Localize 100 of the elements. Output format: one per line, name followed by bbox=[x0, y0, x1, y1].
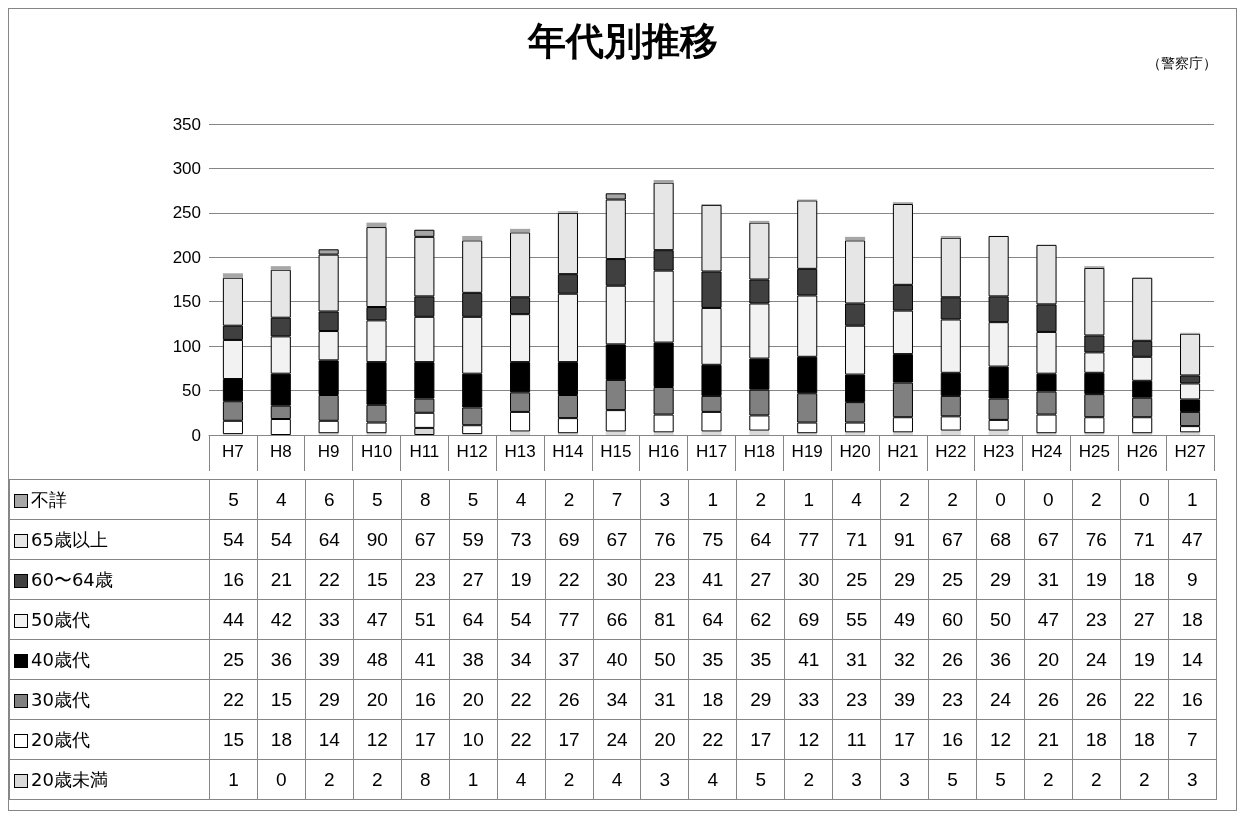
data-label: 55 bbox=[832, 599, 881, 640]
data-label: 48 bbox=[353, 639, 402, 680]
data-label: 17 bbox=[880, 719, 929, 760]
data-label: 15 bbox=[257, 679, 306, 720]
data-label: 50 bbox=[976, 599, 1025, 640]
data-label: 67 bbox=[1024, 519, 1073, 560]
data-label: 73 bbox=[497, 519, 546, 560]
data-label: 27 bbox=[736, 559, 785, 600]
data-label: 47 bbox=[1168, 519, 1217, 560]
data-label: 35 bbox=[736, 639, 785, 680]
data-label: 8 bbox=[401, 479, 450, 520]
data-label: 2 bbox=[545, 479, 593, 520]
data-label: 67 bbox=[928, 519, 977, 560]
data-label: 27 bbox=[449, 559, 498, 600]
data-label: 17 bbox=[401, 719, 450, 760]
data-label: 5 bbox=[736, 759, 785, 800]
data-label: 24 bbox=[976, 679, 1025, 720]
bar bbox=[222, 273, 243, 278]
bar bbox=[749, 430, 770, 435]
y-tick-label: 150 bbox=[172, 292, 201, 312]
x-tick-label: H24 bbox=[1030, 442, 1063, 461]
data-label: 14 bbox=[305, 719, 354, 760]
data-label: 41 bbox=[784, 639, 833, 680]
data-label: 22 bbox=[305, 559, 354, 600]
data-label: 75 bbox=[688, 519, 737, 560]
data-label: 2 bbox=[305, 759, 354, 800]
data-label: 23 bbox=[928, 679, 977, 720]
data-label: 26 bbox=[1072, 679, 1121, 720]
data-label: 31 bbox=[832, 639, 881, 680]
data-label: 36 bbox=[257, 639, 306, 680]
data-label: 29 bbox=[880, 559, 929, 600]
bar bbox=[653, 179, 674, 183]
data-label: 29 bbox=[305, 679, 354, 720]
data-label: 62 bbox=[736, 599, 785, 640]
x-tick-label: H21 bbox=[887, 442, 919, 461]
data-label: 10 bbox=[449, 719, 498, 760]
legend-label: 30歳代 bbox=[9, 679, 210, 720]
bar bbox=[270, 266, 291, 270]
data-label: 18 bbox=[688, 679, 737, 720]
data-label: 77 bbox=[784, 519, 833, 560]
y-tick-label: 350 bbox=[172, 114, 201, 134]
data-label: 7 bbox=[593, 479, 641, 520]
data-label: 21 bbox=[1024, 719, 1073, 760]
bar bbox=[940, 430, 961, 435]
data-label: 3 bbox=[1168, 759, 1217, 800]
data-label: 14 bbox=[1168, 639, 1217, 680]
x-tick-label: H25 bbox=[1078, 442, 1110, 461]
data-label: 22 bbox=[497, 679, 546, 720]
data-label: 20 bbox=[1024, 639, 1073, 680]
data-label: 47 bbox=[353, 599, 402, 640]
legend-label: 不詳 bbox=[9, 479, 210, 520]
data-label: 9 bbox=[1168, 559, 1217, 600]
data-label: 4 bbox=[593, 759, 641, 800]
x-tick-label: H12 bbox=[456, 442, 488, 461]
data-label: 0 bbox=[976, 479, 1025, 520]
data-label: 1 bbox=[688, 479, 737, 520]
data-label: 22 bbox=[497, 719, 546, 760]
data-label: 17 bbox=[545, 719, 593, 760]
data-label: 68 bbox=[976, 519, 1025, 560]
x-tick-label: H14 bbox=[552, 442, 584, 461]
data-label: 26 bbox=[545, 679, 593, 720]
data-label: 29 bbox=[736, 679, 785, 720]
y-tick-label: 200 bbox=[172, 247, 201, 267]
data-label: 26 bbox=[1024, 679, 1073, 720]
data-label: 1 bbox=[1168, 479, 1217, 520]
data-label: 1 bbox=[209, 759, 258, 800]
data-label: 31 bbox=[1024, 559, 1073, 600]
data-label: 26 bbox=[928, 639, 977, 680]
x-tick-label: H18 bbox=[743, 442, 775, 461]
data-label: 71 bbox=[832, 519, 881, 560]
data-label: 18 bbox=[257, 719, 306, 760]
data-label: 12 bbox=[784, 719, 833, 760]
text: （警察庁） bbox=[1147, 55, 1217, 71]
data-label: 37 bbox=[545, 639, 593, 680]
data-label: 0 bbox=[257, 759, 306, 800]
data-label: 22 bbox=[209, 679, 258, 720]
x-tick-label: H15 bbox=[600, 442, 632, 461]
bar bbox=[988, 430, 1009, 435]
legend-label: 60〜64歳 bbox=[9, 559, 210, 600]
x-tick-label: H10 bbox=[360, 442, 393, 461]
data-label: 16 bbox=[401, 679, 450, 720]
data-label: 5 bbox=[209, 479, 258, 520]
data-label: 5 bbox=[449, 479, 498, 520]
data-label: 22 bbox=[545, 559, 593, 600]
data-label: 3 bbox=[640, 479, 689, 520]
data-label: 2 bbox=[880, 479, 929, 520]
data-label: 30 bbox=[593, 559, 641, 600]
data-label: 2 bbox=[353, 759, 402, 800]
data-label: 90 bbox=[353, 519, 402, 560]
data-label: 1 bbox=[784, 479, 833, 520]
data-label: 4 bbox=[497, 479, 546, 520]
data-label: 91 bbox=[880, 519, 929, 560]
data-label: 11 bbox=[832, 719, 881, 760]
data-label: 30 bbox=[784, 559, 833, 600]
bar bbox=[1180, 432, 1201, 435]
data-label: 21 bbox=[257, 559, 306, 600]
legend-label: 20歳代 bbox=[9, 719, 210, 760]
data-label: 3 bbox=[832, 759, 881, 800]
data-label: 76 bbox=[640, 519, 689, 560]
data-label: 39 bbox=[305, 639, 354, 680]
